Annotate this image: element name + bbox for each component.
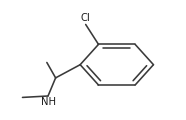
Text: NH: NH xyxy=(41,97,56,107)
Text: Cl: Cl xyxy=(81,13,91,23)
